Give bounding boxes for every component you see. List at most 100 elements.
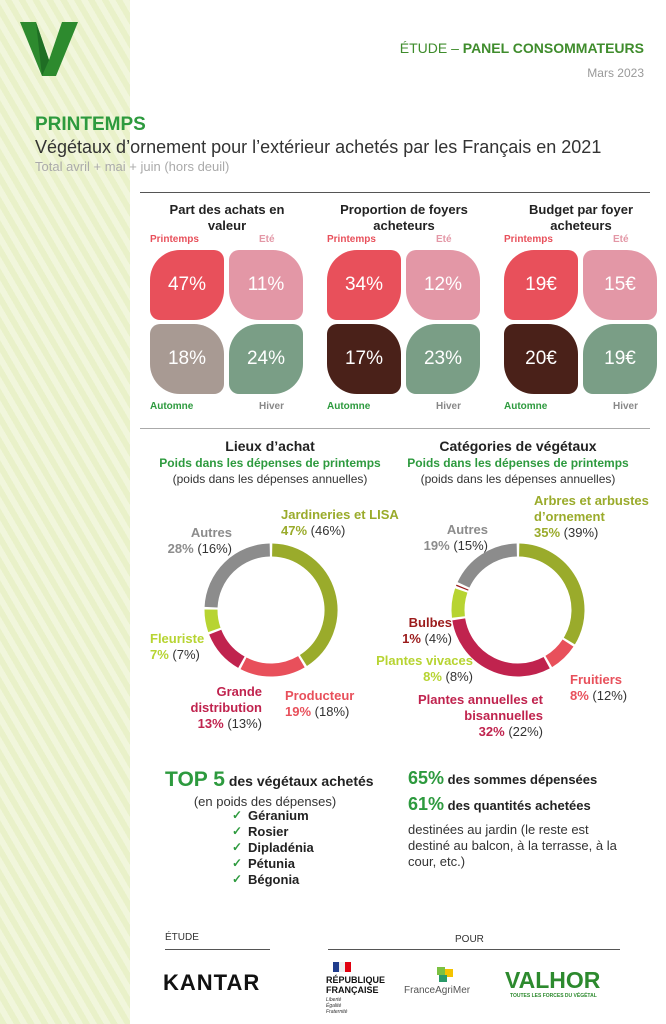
segment-previous: (15%)	[453, 538, 488, 553]
segment-value: 28%	[167, 541, 194, 556]
petal: 19€	[583, 324, 657, 394]
segment-value: 35%	[534, 525, 561, 540]
subheading: Total avril + mai + juin (hors deuil)	[35, 159, 230, 174]
segment-name: Producteur	[285, 688, 355, 703]
segment-previous: (18%)	[314, 704, 350, 719]
segment-value: 19%	[423, 538, 450, 553]
check: ✓	[232, 872, 243, 886]
footer-study: ÉTUDE	[165, 932, 199, 943]
top5-item: Rosier	[248, 824, 289, 839]
donut-label: Arbres et arbustes d’ornement 35% (39%)	[534, 493, 654, 541]
donut-title: Catégories de végétaux	[439, 438, 597, 454]
segment-name: Fleuriste	[150, 631, 205, 646]
segment-previous: (16%)	[197, 541, 232, 556]
donut-subtitle: Poids dans les dépenses de printemps	[159, 456, 381, 470]
segment-previous: (4%)	[424, 631, 452, 646]
donut-label: Bulbes 1% (4%)	[392, 615, 452, 647]
donut-label: Plantes annuelles et bisannuelles 32% (22…	[403, 692, 543, 740]
segment-name: Arbres et arbustes d’ornement	[534, 493, 649, 524]
segment-previous: (12%)	[592, 688, 628, 703]
footer-for: POUR	[455, 934, 484, 945]
season-label: Automne	[327, 401, 371, 412]
panel-title: Proportion de foyers acheteurs	[340, 202, 468, 233]
donut-label: Autres 19% (15%)	[408, 522, 488, 554]
petal: 19€	[504, 250, 578, 320]
season-label: Printemps	[150, 234, 199, 245]
season-label: Automne	[504, 401, 548, 412]
petal: 20€	[504, 324, 578, 394]
donut-title: Lieux d’achat	[225, 438, 315, 454]
check: ✓	[232, 840, 243, 854]
donut-subtitle: Poids dans les dépenses de printemps	[407, 456, 629, 470]
top5-title-rest: des végétaux achetés	[228, 773, 374, 789]
fam-icon	[437, 967, 453, 982]
valhor-tag: TOUTES LES FORCES DU VÉGÉTAL	[510, 993, 597, 999]
donut-segment	[209, 629, 245, 668]
donut-segment	[204, 609, 221, 633]
segment-value: 19%	[285, 704, 312, 719]
donut-segment	[545, 639, 574, 668]
segment-value: 8%	[423, 669, 442, 684]
stat-text: des sommes dépensées	[447, 772, 598, 787]
season-label: Printemps	[327, 234, 376, 245]
segment-previous: (46%)	[310, 523, 346, 538]
season-label: Eté	[259, 234, 275, 245]
divider	[165, 949, 270, 950]
top5-item: Dipladénia	[248, 840, 314, 855]
top5-item: Géranium	[248, 808, 309, 823]
donut-note: (poids dans les dépenses annuelles)	[172, 472, 368, 486]
destination-stat: 65% des sommes dépensées	[408, 768, 597, 789]
segment-previous: (8%)	[445, 669, 473, 684]
donut-segment	[271, 543, 338, 666]
study-title: PANEL CONSOMMATEURS	[462, 40, 644, 56]
petal: 18%	[150, 324, 224, 394]
petal: 34%	[327, 250, 401, 320]
segment-name: Plantes annuelles et bisannuelles	[418, 692, 543, 723]
donut-label: Fruitiers 8% (12%)	[570, 672, 660, 704]
top5-title: TOP 5	[165, 768, 225, 791]
logo	[20, 22, 78, 76]
season-label: Automne	[150, 401, 194, 412]
top5-heading: TOP 5 des végétaux achetés	[165, 768, 374, 792]
donut-note: (poids dans les dépenses annuelles)	[420, 472, 616, 486]
top5-item: Bégonia	[248, 872, 300, 887]
top5-note: (en poids des dépenses)	[193, 794, 337, 809]
donut-label: Fleuriste 7% (7%)	[150, 631, 220, 663]
season-label: Eté	[613, 234, 629, 245]
stat-text: des quantités achetées	[447, 798, 591, 813]
stat-value: 65%	[408, 768, 445, 788]
donut-label: Plantes vivaces 8% (8%)	[363, 653, 473, 685]
stat-value: 61%	[408, 794, 445, 814]
season-title: PRINTEMPS	[35, 114, 146, 135]
destination-note: destinées au jardin (le reste est destin…	[408, 822, 617, 869]
donut-segment	[457, 543, 518, 588]
donut-segment	[240, 655, 305, 677]
destination-stat: 61% des quantités achetées	[408, 794, 591, 815]
top5-item: Pétunia	[248, 856, 295, 871]
segment-value: 47%	[281, 523, 308, 538]
check: ✓	[232, 824, 243, 838]
segment-value: 8%	[570, 688, 589, 703]
check: ✓	[232, 856, 243, 870]
donut-label: Producteur 19% (18%)	[285, 688, 375, 720]
segment-name: Autres	[446, 522, 488, 537]
season-label: Hiver	[436, 401, 462, 412]
kantar-logo: KANTAR	[163, 970, 261, 995]
segment-value: 1%	[402, 631, 421, 646]
segment-value: 7%	[150, 647, 169, 662]
donut-label: Grande distribution 13% (13%)	[182, 684, 263, 732]
segment-name: Autres	[190, 525, 232, 540]
divider	[140, 428, 650, 429]
donut-label: Autres 28% (16%)	[152, 525, 232, 557]
segment-name: Grande distribution	[190, 684, 263, 715]
donut-segment	[452, 618, 550, 677]
petal: 11%	[229, 250, 303, 320]
segment-value: 13%	[197, 716, 224, 731]
divider	[140, 192, 650, 193]
segment-value: 32%	[478, 724, 505, 739]
motto: Liberté Égalité Fraternité	[326, 997, 348, 1015]
season-label: Hiver	[613, 401, 639, 412]
panel-title: Budget par foyer acheteurs	[528, 202, 633, 233]
date: Mars 2023	[587, 66, 644, 80]
